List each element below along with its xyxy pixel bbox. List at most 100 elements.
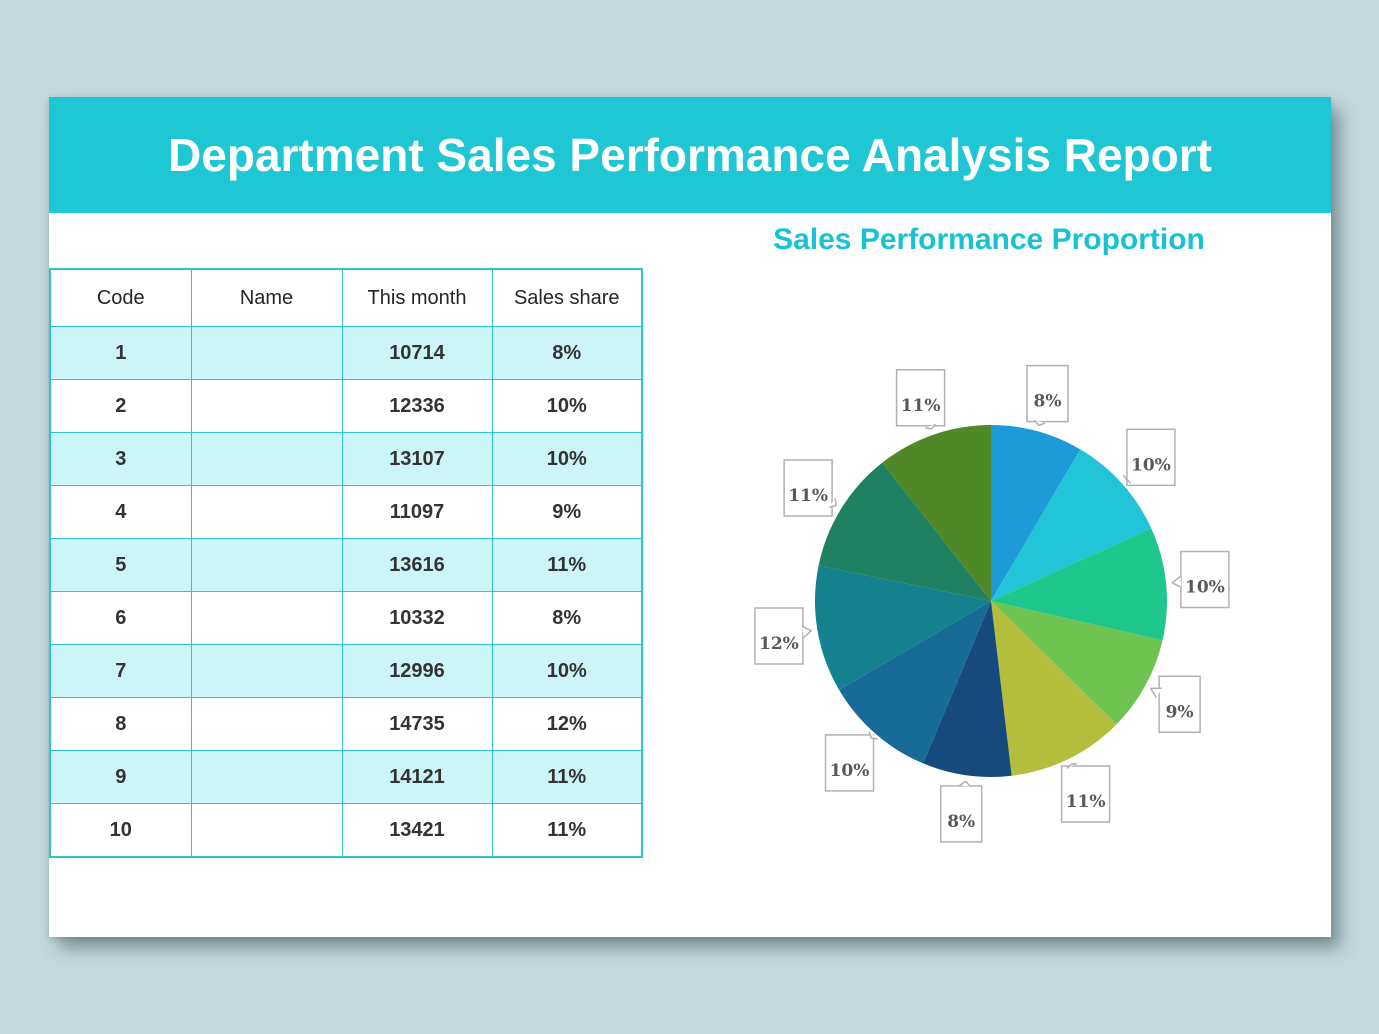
table-row: 5 13616 11% — [49, 538, 643, 592]
table-cell-code[interactable]: 3 — [49, 432, 192, 486]
table-cell-code[interactable]: 10 — [49, 803, 192, 858]
chart-title: Sales Performance Proportion — [773, 223, 1205, 256]
pie-callout-label[interactable]: 12% — [754, 607, 813, 665]
table-cell-sales-share[interactable]: 11% — [491, 750, 643, 804]
callout-box — [1180, 550, 1230, 609]
table-cell-name[interactable] — [190, 803, 343, 858]
table-cell-code[interactable]: 4 — [49, 485, 192, 539]
callout-pointer — [828, 498, 837, 509]
pie-callout-label[interactable]: 11% — [895, 369, 946, 430]
table-row: 10 13421 11% — [49, 803, 643, 858]
table-cell-this-month[interactable]: 14735 — [341, 697, 493, 751]
table-cell-name[interactable] — [190, 538, 343, 592]
callout-value: 9% — [1166, 702, 1194, 722]
report-header: Department Sales Performance Analysis Re… — [49, 97, 1331, 213]
pie-slice-3[interactable] — [991, 528, 1168, 641]
callout-value: 8% — [1034, 392, 1062, 412]
table-cell-sales-share[interactable]: 11% — [491, 538, 643, 592]
callout-pointer — [959, 780, 972, 788]
pie-callout-label[interactable]: 8% — [939, 780, 983, 843]
table-cell-this-month[interactable]: 10714 — [341, 326, 493, 380]
table-cell-code[interactable]: 6 — [49, 591, 192, 645]
callout-value: 11% — [901, 396, 941, 416]
callout-box — [1060, 765, 1111, 823]
table-cell-sales-share[interactable]: 8% — [491, 591, 643, 645]
table-cell-name[interactable] — [190, 644, 343, 698]
table-cell-this-month[interactable]: 11097 — [341, 485, 493, 539]
callout-pointer — [924, 423, 937, 430]
table-header-cell-sales-share: Sales share — [491, 268, 643, 327]
callout-box — [783, 459, 833, 517]
table-cell-code[interactable]: 8 — [49, 697, 192, 751]
pie-slice-9[interactable] — [818, 462, 991, 601]
pie-slice-8[interactable] — [815, 565, 991, 690]
table-header-cell-name: Name — [190, 268, 343, 327]
report-page: Department Sales Performance Analysis Re… — [49, 97, 1331, 937]
callout-value: 11% — [788, 486, 828, 506]
table-header-row: Code Name This month Sales share — [49, 268, 643, 327]
callout-value: 12% — [759, 634, 799, 654]
table-cell-this-month[interactable]: 14121 — [341, 750, 493, 804]
table-cell-name[interactable] — [190, 697, 343, 751]
table-cell-code[interactable]: 7 — [49, 644, 192, 698]
table-cell-sales-share[interactable]: 8% — [491, 326, 643, 380]
table-row: 8 14735 12% — [49, 697, 643, 751]
pie-callout-label[interactable]: 11% — [1060, 762, 1111, 823]
pie-callout-label[interactable]: 9% — [1149, 675, 1201, 734]
pie-callout-label[interactable]: 10% — [1171, 550, 1230, 609]
table-cell-name[interactable] — [190, 591, 343, 645]
table-cell-this-month[interactable]: 12996 — [341, 644, 493, 698]
table-body: 1 10714 8% 2 12336 10% 3 13107 10% 4 11097 9% 5 13616… — [49, 326, 643, 858]
callout-box — [824, 734, 875, 792]
pie-slice-4[interactable] — [991, 601, 1163, 725]
pie-callout-label[interactable]: 10% — [1122, 428, 1176, 487]
table-cell-this-month[interactable]: 12336 — [341, 379, 493, 433]
table-header-cell-code: Code — [49, 268, 192, 327]
table-row: 6 10332 8% — [49, 591, 643, 645]
callout-value: 10% — [1185, 578, 1225, 598]
table-cell-sales-share[interactable]: 10% — [491, 432, 643, 486]
table-cell-code[interactable]: 1 — [49, 326, 192, 380]
callout-box — [939, 785, 983, 843]
table-cell-sales-share[interactable]: 11% — [491, 803, 643, 858]
pie-chart: 8% 10% 10% 9% 11% 8% 10% 12% 11% 11% — [754, 364, 1230, 843]
table-cell-code[interactable]: 9 — [49, 750, 192, 804]
table-row: 4 11097 9% — [49, 485, 643, 539]
pie-callout-label[interactable]: 11% — [783, 459, 837, 517]
callout-box — [895, 369, 946, 427]
table-cell-name[interactable] — [190, 379, 343, 433]
table-cell-sales-share[interactable]: 12% — [491, 697, 643, 751]
table-row: 3 13107 10% — [49, 432, 643, 486]
table-cell-name[interactable] — [190, 750, 343, 804]
pie-slice-2[interactable] — [991, 449, 1152, 601]
callout-box — [1026, 364, 1069, 423]
table-cell-name[interactable] — [190, 432, 343, 486]
table-cell-name[interactable] — [190, 326, 343, 380]
pie-slice-6[interactable] — [923, 601, 1012, 777]
pie-callout-label[interactable]: 10% — [824, 731, 878, 792]
callout-value: 11% — [1066, 792, 1106, 812]
pie-slice-1[interactable] — [991, 425, 1081, 601]
table-row: 7 12996 10% — [49, 644, 643, 698]
pie-slice-5[interactable] — [991, 601, 1117, 776]
table-cell-sales-share[interactable]: 9% — [491, 485, 643, 539]
table-cell-code[interactable]: 2 — [49, 379, 192, 433]
table-row: 2 12336 10% — [49, 379, 643, 433]
table-cell-sales-share[interactable]: 10% — [491, 379, 643, 433]
table-head: Code Name This month Sales share — [49, 268, 643, 327]
table-cell-this-month[interactable]: 13107 — [341, 432, 493, 486]
table-cell-name[interactable] — [190, 485, 343, 539]
pie-slice-7[interactable] — [839, 601, 991, 764]
table-cell-sales-share[interactable]: 10% — [491, 644, 643, 698]
table-cell-this-month[interactable]: 13421 — [341, 803, 493, 858]
table-cell-code[interactable]: 5 — [49, 538, 192, 592]
table-cell-this-month[interactable]: 10332 — [341, 591, 493, 645]
table-row: 1 10714 8% — [49, 326, 643, 380]
pie-callout-label[interactable]: 8% — [1026, 364, 1069, 427]
callout-pointer — [1034, 419, 1046, 427]
table-cell-this-month[interactable]: 13616 — [341, 538, 493, 592]
callout-pointer — [1149, 687, 1162, 699]
pie-slice-10[interactable] — [882, 425, 991, 601]
callout-value: 10% — [830, 761, 870, 781]
